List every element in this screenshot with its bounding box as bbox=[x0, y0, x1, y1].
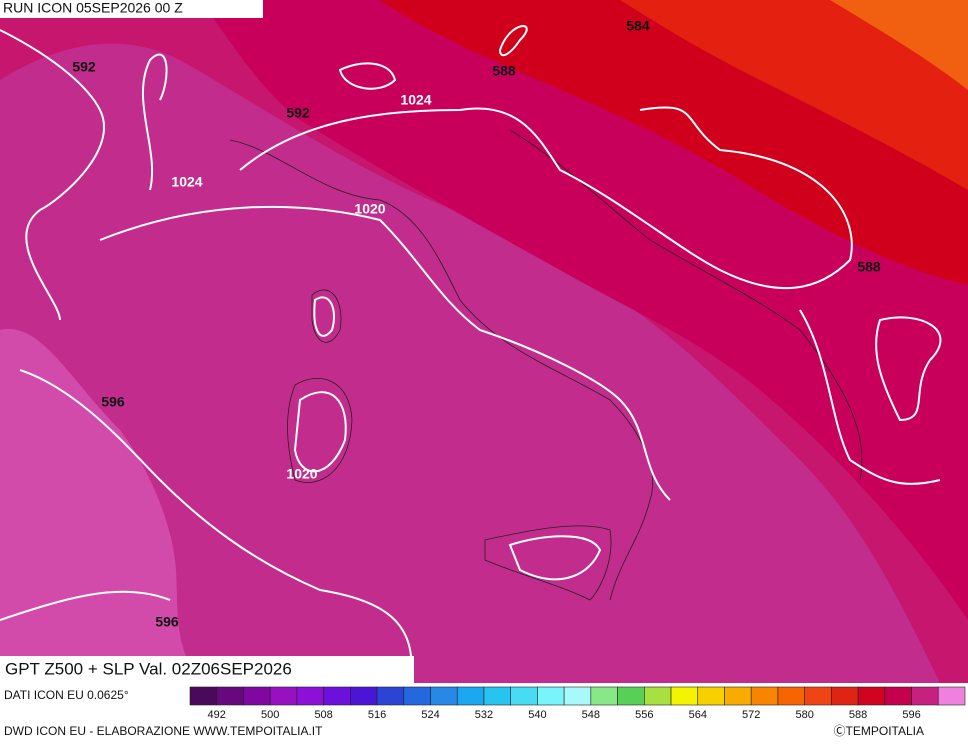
colorbar-swatch bbox=[857, 686, 886, 706]
colorbar-swatch bbox=[911, 686, 939, 706]
colorbar-tick-label: 508 bbox=[314, 709, 332, 721]
colorbar: 492 500 508 516 524 532 540 548 556 564 572 580 588 5… bbox=[189, 686, 966, 721]
isoline bbox=[142, 53, 168, 191]
colorbar-swatch bbox=[296, 686, 324, 706]
colorbar-tick-label: 524 bbox=[421, 709, 439, 721]
contour-label: 1020 bbox=[354, 201, 385, 217]
colorbar-swatch bbox=[350, 686, 378, 706]
isolines bbox=[0, 25, 942, 684]
colorbar-tick-label: 556 bbox=[635, 709, 653, 721]
contour-label: 584 bbox=[626, 18, 650, 34]
isoline bbox=[99, 205, 671, 501]
contour-label: 588 bbox=[492, 63, 516, 79]
isoline bbox=[508, 535, 602, 581]
colorbar-swatch bbox=[483, 686, 511, 706]
isoline bbox=[875, 316, 942, 422]
isoline bbox=[293, 391, 347, 473]
contour-label: 1024 bbox=[400, 92, 431, 108]
credit-label: DWD ICON EU - ELABORAZIONE WWW.TEMPOITAL… bbox=[4, 724, 323, 738]
colorbar-swatch bbox=[724, 686, 752, 706]
source-label: DATI ICON EU 0.0625° bbox=[4, 688, 129, 702]
isoline bbox=[338, 62, 397, 90]
colorbar-swatch bbox=[670, 686, 699, 706]
zone-576 bbox=[620, 0, 968, 190]
colorbar-swatch bbox=[804, 686, 832, 706]
island-sardinia bbox=[287, 378, 353, 483]
title-box bbox=[0, 656, 414, 683]
contour-label: 1020 bbox=[286, 466, 317, 482]
colorbar-tick-label: 564 bbox=[689, 709, 707, 721]
colorbar-swatch bbox=[617, 686, 645, 706]
island-corsica bbox=[311, 289, 342, 343]
colorbar-swatch bbox=[510, 686, 538, 706]
colorbar-swatch bbox=[376, 686, 405, 706]
contour-labels: 592 584 588 1024 592 1024 1020 588 596 1… bbox=[72, 18, 881, 630]
contour-label: 588 bbox=[857, 259, 881, 275]
colorbar-tick-label: 532 bbox=[475, 709, 493, 721]
colorbar-swatch bbox=[697, 686, 725, 706]
colorbar-swatch bbox=[537, 686, 565, 706]
colorbar-swatch bbox=[831, 686, 859, 706]
colorbar-tick-label: 572 bbox=[742, 709, 760, 721]
zone-572 bbox=[830, 0, 968, 90]
colorbar-swatch bbox=[884, 686, 912, 706]
colorbar-tick-label: 580 bbox=[795, 709, 813, 721]
colorbar-swatch bbox=[750, 686, 779, 706]
isoline bbox=[0, 590, 171, 621]
run-label: RUN ICON 05SEP2026 00 Z bbox=[3, 0, 183, 16]
isoline bbox=[313, 296, 335, 337]
isoline bbox=[799, 309, 941, 485]
colorbar-swatch bbox=[243, 686, 271, 706]
colorbar-swatch bbox=[269, 686, 298, 706]
isoline bbox=[239, 106, 853, 290]
copyright-label: ⒸTEMPOITALIA bbox=[834, 724, 924, 738]
colorbar-tick-label: 548 bbox=[582, 709, 600, 721]
colorbar-tick-label: 492 bbox=[208, 709, 226, 721]
colorbar-tick-label: 500 bbox=[261, 709, 279, 721]
colorbar-swatch bbox=[937, 686, 966, 706]
colorbar-swatch bbox=[216, 686, 244, 706]
contour-label: 592 bbox=[72, 59, 96, 75]
colorbar-swatch bbox=[430, 686, 458, 706]
colorbar-swatch bbox=[189, 686, 218, 706]
isoline bbox=[0, 29, 105, 321]
contour-label: 1024 bbox=[171, 174, 202, 190]
colorbar-swatch bbox=[456, 686, 485, 706]
colorbar-swatch bbox=[323, 686, 351, 706]
isoline bbox=[498, 25, 528, 57]
colorbar-tick-label: 540 bbox=[528, 709, 546, 721]
map bbox=[0, 0, 968, 683]
colorbar-tick-label: 588 bbox=[849, 709, 867, 721]
colorbar-swatch bbox=[403, 686, 431, 706]
contour-label: 592 bbox=[286, 105, 310, 121]
coastline bbox=[229, 139, 653, 601]
contour-label: 596 bbox=[155, 614, 179, 630]
colorbar-swatch bbox=[563, 686, 592, 706]
colorbar-tick-label: 596 bbox=[902, 709, 920, 721]
colorbar-swatch bbox=[777, 686, 805, 706]
colorbar-swatch bbox=[644, 686, 672, 706]
island-sicily bbox=[484, 525, 612, 601]
colorbar-tick-label: 516 bbox=[368, 709, 386, 721]
map-title: GPT Z500 + SLP Val. 02Z06SEP2026 bbox=[5, 659, 292, 678]
isoline bbox=[19, 369, 413, 684]
run-box bbox=[0, 0, 263, 18]
contour-label: 596 bbox=[101, 394, 125, 410]
colorbar-swatch bbox=[590, 686, 618, 706]
